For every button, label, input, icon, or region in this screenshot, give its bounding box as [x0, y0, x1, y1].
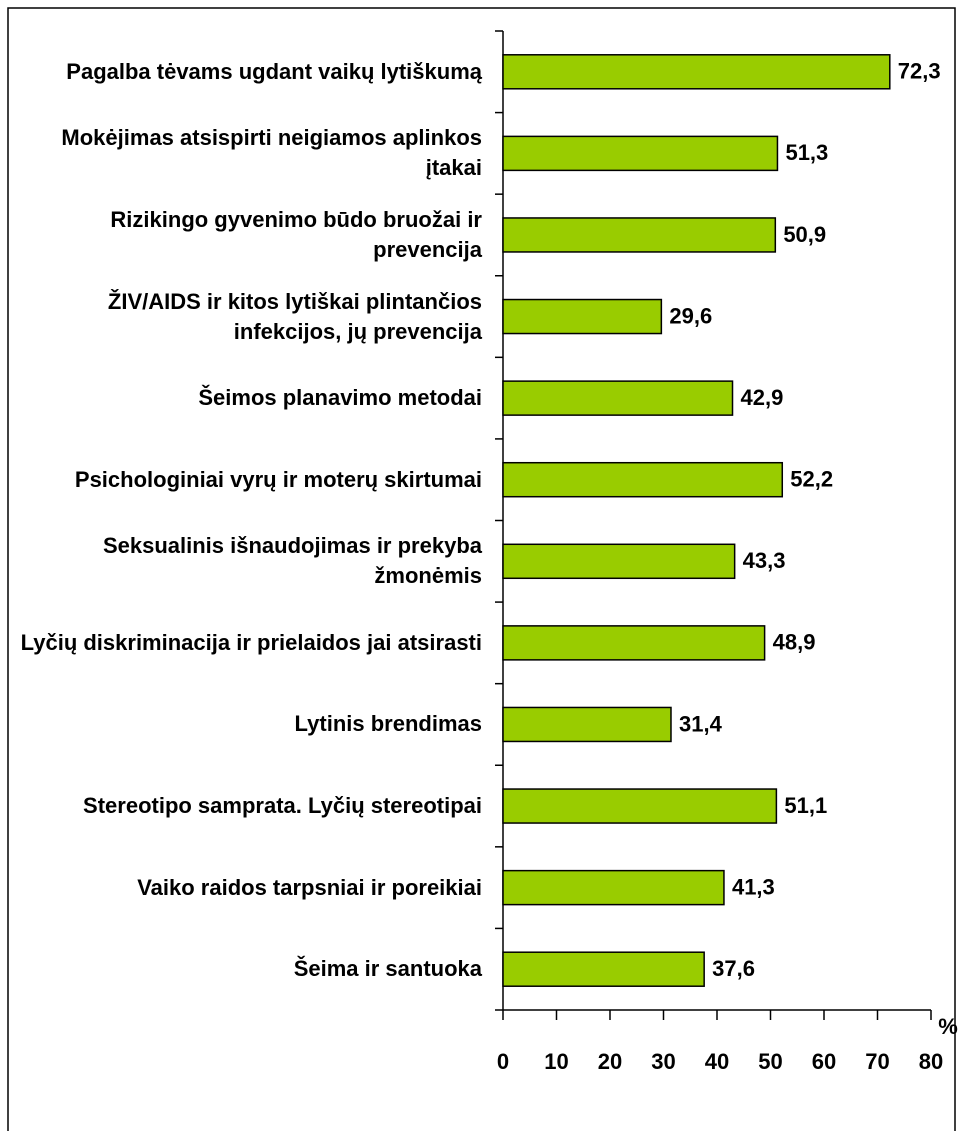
category-label: Psichologiniai vyrų ir moterų skirtumai	[74, 466, 482, 492]
bar	[502, 543, 736, 580]
category-label: Pagalba tėvams ugdant vaikų lytiškumą	[66, 58, 482, 84]
bar	[502, 380, 734, 416]
value-label: 51,1	[784, 793, 827, 818]
value-label: 52,2	[790, 467, 833, 492]
bar	[502, 217, 777, 253]
value-label: 37,6	[712, 956, 755, 981]
x-axis-label: %	[938, 1014, 958, 1039]
x-tick-label: 30	[651, 1049, 675, 1074]
value-label: 42,9	[741, 385, 784, 410]
category-label: Vaiko raidos tarpsniai ir poreikiai	[137, 874, 482, 900]
bar	[502, 298, 663, 335]
bar	[502, 869, 725, 906]
value-label: 50,9	[783, 222, 826, 247]
value-label: 72,3	[898, 59, 941, 84]
value-label: 43,3	[743, 548, 786, 573]
category-label: Rizikingo gyvenimo būdo bruožai ir preve…	[110, 206, 482, 262]
category-label: ŽIV/AIDS ir kitos lytiškai plintančios i…	[107, 288, 482, 344]
bar	[502, 54, 891, 90]
value-label: 48,9	[773, 630, 816, 655]
x-tick-label: 70	[865, 1049, 889, 1074]
x-tick-label: 10	[544, 1049, 568, 1074]
value-label: 31,4	[679, 711, 723, 736]
x-tick-label: 0	[497, 1049, 509, 1074]
category-label: Mokėjimas atsispirti neigiamos aplinkos …	[61, 125, 482, 181]
bar	[502, 951, 705, 987]
category-label: Lyčių diskriminacija ir prielaidos jai a…	[20, 629, 482, 655]
bar	[502, 788, 778, 824]
category-label: Šeima ir santuoka	[293, 956, 482, 982]
x-tick-label: 60	[812, 1049, 836, 1074]
bar	[502, 706, 672, 743]
value-label: 29,6	[669, 303, 712, 328]
category-label: Stereotipo samprata. Lyčių stereotipai	[83, 793, 482, 819]
category-label: Seksualinis išnaudojimas ir prekyba žmon…	[102, 533, 482, 589]
category-label: Šeimos planavimo metodai	[198, 385, 482, 411]
bar	[502, 461, 784, 498]
x-tick-label: 20	[598, 1049, 622, 1074]
x-tick-label: 40	[705, 1049, 729, 1074]
bar	[502, 625, 766, 661]
category-label: Lytinis brendimas	[294, 711, 482, 737]
value-label: 51,3	[785, 140, 828, 165]
x-tick-label: 50	[758, 1049, 782, 1074]
frame	[7, 7, 956, 1131]
value-label: 41,3	[732, 874, 775, 899]
x-tick-label: 80	[919, 1049, 943, 1074]
bar	[502, 135, 779, 172]
